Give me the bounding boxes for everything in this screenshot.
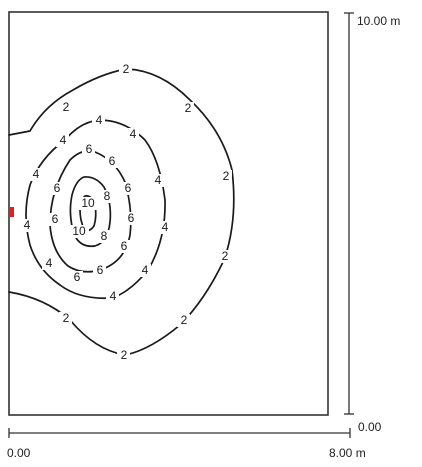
height-min-label: 0.00 xyxy=(358,420,382,434)
contour-label-2: 2 xyxy=(223,169,230,183)
contour-label-6: 6 xyxy=(109,154,116,168)
contour-label-4: 4 xyxy=(46,256,53,270)
contour-label-4: 4 xyxy=(60,133,67,147)
contour-label-6: 6 xyxy=(54,181,61,195)
contour-label-6: 6 xyxy=(86,142,93,156)
contour-label-2: 2 xyxy=(63,100,70,114)
height-dimension: 10.00 m 0.00 xyxy=(344,12,400,434)
contour-label-2: 2 xyxy=(63,311,70,325)
contour-label-6: 6 xyxy=(97,263,104,277)
contour-label-4: 4 xyxy=(110,289,117,303)
contour-label-6: 6 xyxy=(52,212,59,226)
contour-8 xyxy=(69,176,112,248)
contour-label-2: 2 xyxy=(185,101,192,115)
contour-label-4: 4 xyxy=(130,127,137,141)
contour-label-6: 6 xyxy=(121,239,128,253)
contour-label-10: 10 xyxy=(72,224,86,238)
contour-label-4: 4 xyxy=(24,218,31,232)
source-marker xyxy=(9,207,14,217)
height-max-label: 10.00 m xyxy=(357,14,400,28)
contour-label-2: 2 xyxy=(121,348,128,362)
width-min-label: 0.00 xyxy=(7,446,31,460)
width-dimension: 0.00 8.00 m xyxy=(7,428,366,460)
contour-line-8 xyxy=(69,176,112,248)
contour-label-4: 4 xyxy=(33,167,40,181)
contour-4 xyxy=(25,119,166,300)
contour-label-4: 4 xyxy=(155,173,162,187)
contour-label-8: 8 xyxy=(104,189,111,203)
contour-label-10: 10 xyxy=(81,196,95,210)
contour-label-8: 8 xyxy=(101,229,108,243)
contour-label-2: 2 xyxy=(181,313,188,327)
contour-line-4 xyxy=(25,119,166,300)
contour-line-2 xyxy=(8,68,235,356)
contour-label-6: 6 xyxy=(125,181,132,195)
contour-label-6: 6 xyxy=(74,270,81,284)
contour-label-4: 4 xyxy=(142,263,149,277)
contour-labels: 2 2 2 2 2 2 2 2 4 4 4 4 4 xyxy=(20,62,232,362)
contour-label-6: 6 xyxy=(128,211,135,225)
contour-label-2: 2 xyxy=(123,62,130,76)
room-boundary xyxy=(8,11,329,416)
contour-label-2: 2 xyxy=(222,249,229,263)
width-max-label: 8.00 m xyxy=(329,446,366,460)
contour-2 xyxy=(8,68,235,356)
contour-label-4: 4 xyxy=(162,220,169,234)
contour-label-4: 4 xyxy=(96,113,103,127)
